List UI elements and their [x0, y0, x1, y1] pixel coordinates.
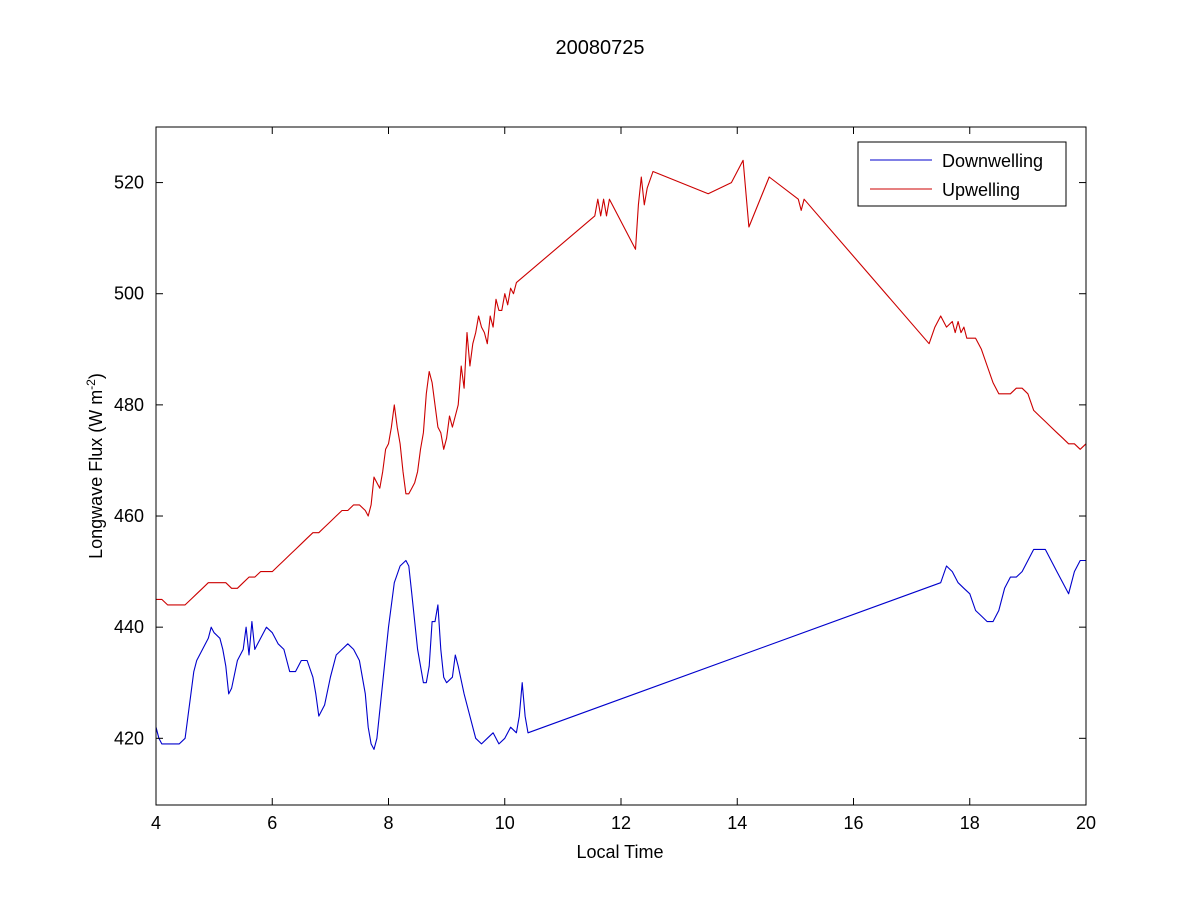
y-tick-label: 520 [114, 173, 144, 193]
y-tick-label: 420 [114, 728, 144, 748]
x-tick-label: 6 [267, 813, 277, 833]
x-tick-label: 12 [611, 813, 631, 833]
series-line-downwelling [155, 548, 1086, 750]
y-tick-label: 440 [114, 617, 144, 637]
legend-box [857, 141, 1067, 207]
y-axis-label-close: ) [86, 373, 106, 379]
x-tick-label: 18 [960, 813, 980, 833]
y-axis-label-text: Longwave Flux (W m [86, 390, 106, 559]
x-tick-label: 20 [1076, 813, 1096, 833]
series-layer [155, 159, 1087, 750]
x-tick-label: 16 [843, 813, 863, 833]
y-axis: 420 440 460 480 500 520 [114, 173, 1086, 748]
y-tick-label: 500 [114, 284, 144, 304]
x-axis-label: Local Time [576, 842, 663, 862]
legend-label-upwelling: Upwelling [942, 180, 1020, 200]
x-tick-label: 4 [151, 813, 161, 833]
x-tick-label: 10 [495, 813, 515, 833]
plot-area [156, 127, 1086, 805]
x-tick-label: 14 [727, 813, 747, 833]
x-tick-label: 8 [383, 813, 393, 833]
legend-label-downwelling: Downwelling [942, 151, 1043, 171]
series-line-upwelling [156, 159, 1087, 606]
chart-title: 20080725 [556, 37, 645, 59]
x-axis: 4 6 8 10 12 14 16 18 20 [151, 127, 1096, 833]
y-tick-label: 480 [114, 395, 144, 415]
legend: Downwelling Upwelling [857, 141, 1067, 207]
y-tick-label: 460 [114, 506, 144, 526]
y-axis-label: Longwave Flux (W m-2) [84, 373, 106, 559]
y-axis-label-superscript: -2 [84, 379, 98, 390]
